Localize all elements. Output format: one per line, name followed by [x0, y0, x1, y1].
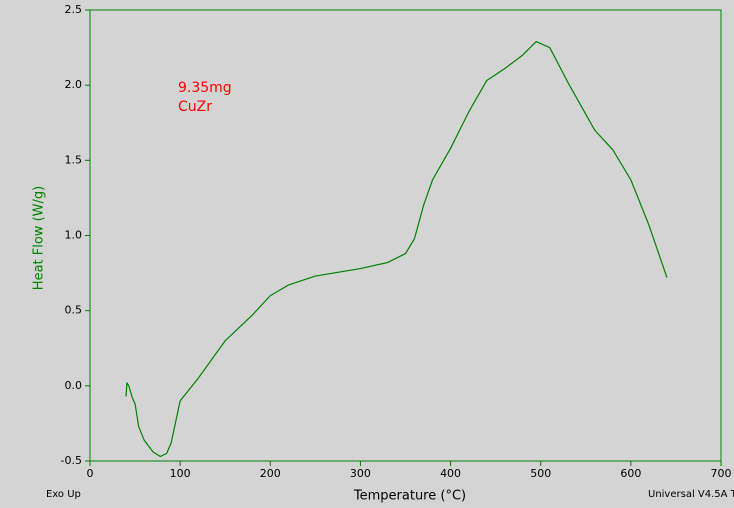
- annotation: 9.35mg: [178, 80, 232, 96]
- y-tick-label: 1.5: [65, 153, 83, 166]
- y-axis-label: Heat Flow (W/g): [32, 186, 47, 290]
- y-tick-label: 0.5: [65, 304, 83, 317]
- annotation: CuZr: [178, 99, 212, 115]
- x-tick-label: 600: [620, 467, 641, 480]
- x-tick-label: 400: [440, 467, 461, 480]
- x-tick-label: 300: [350, 467, 371, 480]
- y-tick-label: 2.5: [65, 3, 83, 16]
- x-tick-label: 100: [170, 467, 191, 480]
- x-tick-label: 200: [260, 467, 281, 480]
- plot-frame: [89, 9, 722, 462]
- y-tick-label: 2.0: [65, 78, 83, 91]
- corner-note: Exo Up: [46, 489, 81, 500]
- corner-note: Universal V4.5A TA: [648, 489, 734, 500]
- y-tick-label: 0.0: [65, 379, 83, 392]
- x-tick-label: 500: [530, 467, 551, 480]
- x-tick-label: 700: [711, 467, 732, 480]
- x-tick-label: 0: [87, 467, 94, 480]
- data-line: [125, 40, 668, 458]
- y-tick-label: 1.0: [65, 229, 83, 242]
- y-tick-label: -0.5: [61, 454, 82, 467]
- x-axis-label: Temperature (°C): [353, 489, 466, 504]
